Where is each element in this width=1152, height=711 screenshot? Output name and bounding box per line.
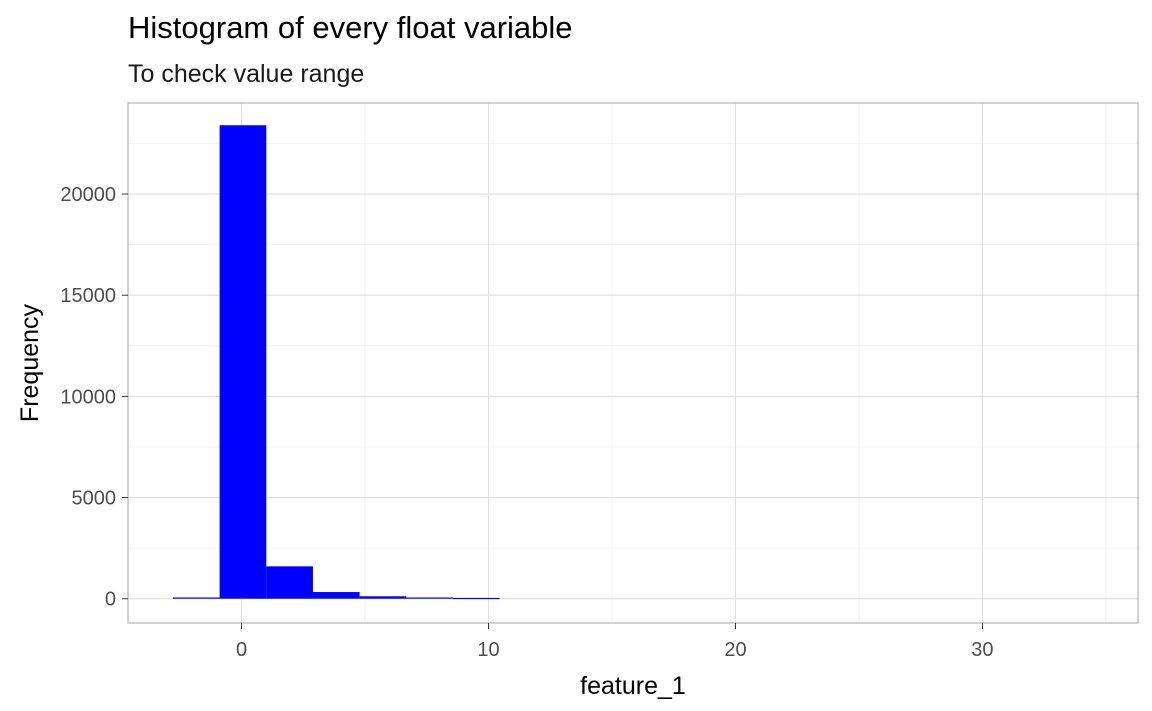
panel-border (127, 102, 1139, 624)
y-axis-ticks: 0 5000 10000 15000 20000 (60, 184, 128, 611)
y-tick-label: 15000 (60, 285, 116, 307)
y-tick-label: 10000 (60, 386, 116, 408)
x-tick-label: 0 (236, 639, 247, 661)
histogram-bar (266, 566, 313, 599)
histogram-bar (359, 596, 407, 599)
histogram-bar (406, 597, 453, 599)
x-tick-label: 10 (477, 639, 499, 661)
y-tick-label: 5000 (72, 488, 117, 510)
histogram-bars (172, 125, 500, 600)
x-tick-label: 30 (971, 639, 993, 661)
chart-subtitle: To check value range (128, 60, 365, 88)
y-tick-label: 0 (105, 589, 116, 611)
x-axis-title: feature_1 (580, 672, 686, 700)
histogram-bar (452, 597, 500, 600)
histogram-bar (312, 592, 360, 599)
x-axis-ticks: 0 10 20 30 (236, 623, 994, 661)
x-tick-label: 20 (724, 639, 746, 661)
y-axis-title: Frequency (16, 303, 44, 422)
histogram-bar (172, 597, 220, 599)
chart-title: Histogram of every float variable (128, 10, 573, 45)
histogram-bar (219, 125, 267, 599)
grid-lines (128, 103, 1138, 623)
y-tick-label: 20000 (60, 184, 116, 206)
